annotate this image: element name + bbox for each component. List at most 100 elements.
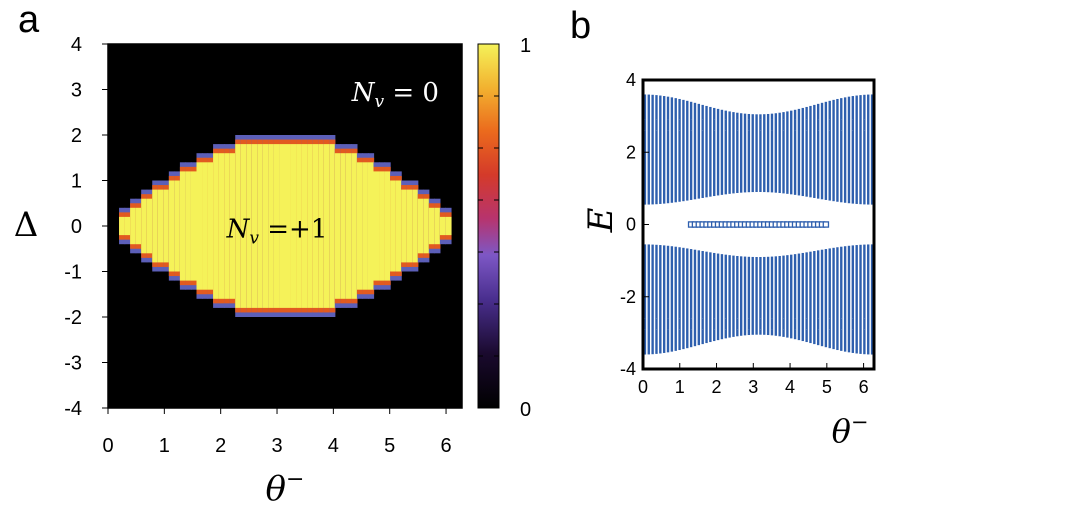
band-column-lower (659, 245, 662, 354)
heatmap-cell (229, 153, 236, 299)
band-column-upper (801, 107, 804, 197)
band-column-upper (647, 94, 650, 205)
band-column-upper (720, 109, 724, 195)
band-column-upper (705, 105, 708, 198)
band-column-upper (832, 99, 835, 202)
band-column-lower (689, 249, 693, 348)
band-column-upper (770, 113, 774, 193)
heatmap-cell (290, 144, 297, 308)
panel-label-b: b (570, 5, 591, 47)
band-column-upper (759, 114, 762, 192)
band-column-upper (809, 105, 812, 198)
axes-a: 0 1 2 3 4 5 6 4 3 2 1 0 -1 -2 -3 -4 θ− Δ (14, 34, 463, 506)
heatmap-cell (179, 171, 187, 281)
band-column-lower (655, 244, 658, 354)
heatmap-cell (285, 144, 292, 308)
x-tick-label-b: 0 (638, 377, 648, 397)
heatmap-cell (141, 198, 148, 254)
band-column-upper (713, 107, 716, 197)
y-tick-label-a: -3 (64, 353, 82, 375)
heatmap-cell (307, 144, 314, 308)
y-tick-label-b: 4 (626, 70, 636, 90)
heatmap-cell (351, 153, 358, 299)
heatmap-cell (168, 180, 175, 272)
zero-mode-point (822, 221, 830, 228)
heatmap-cell (345, 153, 352, 299)
heatmap-cell (240, 144, 247, 308)
band-column-upper (701, 104, 704, 198)
band-column-lower (751, 256, 754, 335)
band-column-lower (662, 245, 666, 353)
heatmap-plot: Nv = 0 Nv =+1 (108, 44, 462, 408)
band-column-upper (751, 114, 754, 193)
heatmap-cell (130, 207, 137, 245)
y-tick-label-a: -4 (64, 398, 82, 420)
band-column-lower (813, 251, 816, 345)
band-column-lower (809, 251, 812, 344)
heatmap-cell (163, 189, 170, 263)
heatmap-cell (434, 207, 441, 245)
y-tick-label-a: 2 (71, 125, 82, 147)
band-column-lower (805, 252, 808, 343)
x-axis-label-b: θ− (832, 410, 869, 450)
band-column-upper (651, 94, 654, 205)
heatmap-cell (152, 189, 159, 263)
heatmap-cell (379, 171, 386, 281)
band-column-lower (782, 255, 785, 337)
band-column-lower (713, 252, 716, 342)
band-column-upper (643, 94, 647, 205)
band-column-lower (693, 249, 697, 347)
band-column-upper (747, 113, 751, 193)
heatmap-cell (329, 144, 336, 308)
band-column-upper (793, 109, 797, 195)
heatmap-cell (218, 153, 225, 299)
x-tick-label-a: 5 (384, 435, 395, 457)
band-column-upper (659, 95, 662, 204)
heatmap-cell (340, 153, 347, 299)
band-column-lower (851, 245, 855, 353)
band-column-upper (867, 94, 870, 205)
heatmap-cell (384, 171, 391, 281)
band-column-lower (843, 246, 847, 352)
band-column-lower (736, 255, 739, 337)
band-column-lower (836, 247, 839, 351)
y-tick-label-b: 2 (626, 142, 636, 162)
band-column-upper (816, 103, 820, 199)
heatmap-cell (367, 162, 375, 290)
band-column-upper (766, 113, 770, 193)
band-column-lower (747, 256, 751, 336)
heatmap-cell (312, 144, 319, 308)
heatmap-cell (268, 144, 275, 308)
band-column-lower (816, 250, 820, 346)
band-column-upper (755, 114, 758, 192)
y-tick-label-a: 4 (71, 34, 82, 56)
band-column-lower (867, 244, 870, 355)
heatmap-cell (417, 198, 424, 254)
band-column-upper (697, 103, 701, 199)
x-axis-label-a: θ− (266, 467, 305, 506)
band-column-lower (682, 247, 685, 350)
band-column-lower (790, 254, 793, 339)
band-column-upper (786, 111, 789, 194)
band-column-lower (720, 254, 724, 340)
heatmap-cell (146, 198, 153, 254)
colorbar-gradient (477, 43, 500, 409)
band-column-upper (693, 102, 697, 200)
heatmap-cell (196, 162, 203, 290)
heatmap-cell (174, 180, 181, 272)
x-tick-label-b: 5 (822, 377, 832, 397)
x-tick-label-a: 3 (271, 435, 282, 457)
heatmap-cell (235, 144, 242, 308)
band-column-lower (651, 244, 654, 355)
x-tick-label-a: 6 (440, 435, 451, 457)
y-tick-label-a: -1 (64, 262, 82, 284)
x-tick-label-b: 3 (748, 377, 758, 397)
band-column-lower (840, 246, 843, 351)
band-column-lower (766, 256, 770, 336)
heatmap-cell (246, 144, 253, 308)
band-column-upper (840, 98, 843, 203)
heatmap-cell (185, 171, 192, 281)
heatmap-cell (135, 207, 142, 245)
band-column-lower (870, 244, 874, 355)
